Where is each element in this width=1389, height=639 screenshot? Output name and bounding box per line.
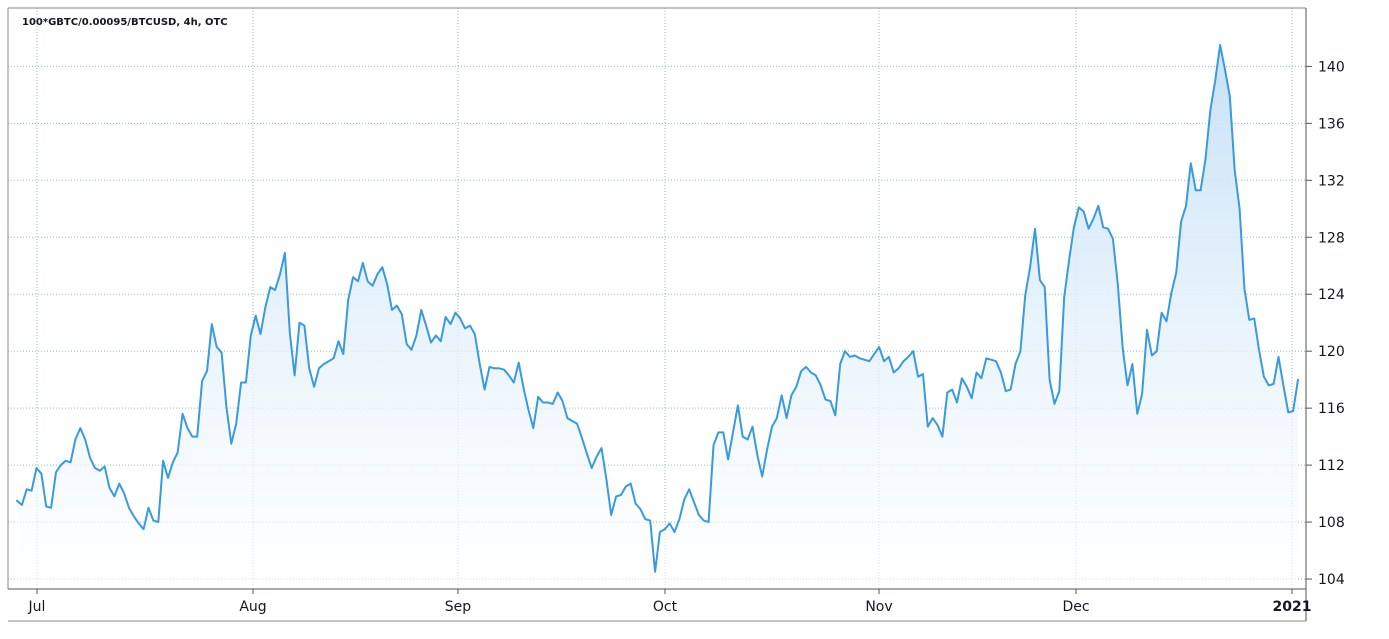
series-line-layer: [16, 44, 1299, 573]
y-tick-label: 128: [1318, 230, 1345, 246]
y-tick-label: 104: [1318, 572, 1345, 588]
y-tick-label: 108: [1318, 515, 1345, 531]
x-axis-ticks: Jul Aug Sep Oct Nov Dec 2021: [28, 589, 1312, 615]
y-tick-label: 136: [1318, 116, 1345, 132]
x-tick-label: Nov: [865, 599, 892, 615]
series-line: [16, 44, 1299, 573]
x-tick-label: Aug: [239, 599, 266, 615]
area-fill-layer: [17, 45, 1298, 589]
axes: [7, 7, 1307, 622]
y-axis-ticks: 104 108 112 116 120 124 128 132 136 140: [1306, 59, 1345, 588]
chart-title: 100*GBTC/0.00095/BTCUSD, 4h, OTC: [22, 17, 228, 28]
series-area-fill: [17, 45, 1298, 589]
y-tick-label: 116: [1318, 401, 1345, 417]
y-tick-label: 124: [1318, 287, 1345, 303]
x-tick-label: Jul: [28, 599, 46, 615]
y-tick-label: 140: [1318, 59, 1345, 75]
y-tick-label: 120: [1318, 344, 1345, 360]
x-tick-label: 2021: [1273, 599, 1312, 615]
x-tick-label: Oct: [653, 599, 678, 615]
x-tick-label: Sep: [445, 599, 472, 615]
y-tick-label: 132: [1318, 173, 1345, 189]
x-tick-label: Dec: [1062, 599, 1089, 615]
y-tick-label: 112: [1318, 458, 1345, 474]
